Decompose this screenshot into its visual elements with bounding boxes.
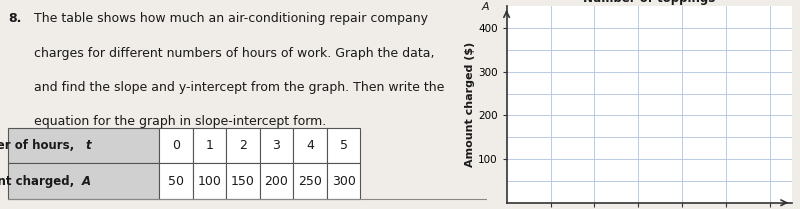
Bar [327, 128, 361, 163]
Text: 3: 3 [273, 139, 281, 152]
Text: A: A [482, 2, 489, 12]
Bar [294, 128, 327, 163]
Text: 100: 100 [198, 175, 222, 188]
Text: 250: 250 [298, 175, 322, 188]
Text: 200: 200 [265, 175, 289, 188]
Y-axis label: Amount charged ($): Amount charged ($) [465, 42, 475, 167]
Text: 2: 2 [239, 139, 247, 152]
Text: and find the slope and y-intercept from the graph. Then write the: and find the slope and y-intercept from … [34, 81, 445, 94]
Text: equation for the graph in slope-intercept form.: equation for the graph in slope-intercep… [34, 115, 326, 128]
Text: 5: 5 [340, 139, 348, 152]
Text: 8.: 8. [8, 12, 22, 25]
Bar [159, 128, 193, 163]
Text: 150: 150 [231, 175, 255, 188]
Text: t: t [85, 139, 90, 152]
Text: A: A [82, 175, 90, 188]
Text: 50: 50 [168, 175, 184, 188]
Bar [294, 163, 327, 199]
Title: Number of toppings: Number of toppings [583, 0, 715, 5]
Text: 4: 4 [306, 139, 314, 152]
Bar [226, 128, 260, 163]
Bar [159, 163, 193, 199]
Text: charges for different numbers of hours of work. Graph the data,: charges for different numbers of hours o… [34, 47, 435, 60]
Text: The table shows how much an air-conditioning repair company: The table shows how much an air-conditio… [34, 12, 428, 25]
Text: Amount charged,: Amount charged, [0, 175, 78, 188]
Bar [260, 128, 294, 163]
Text: 0: 0 [172, 139, 180, 152]
Bar [193, 163, 226, 199]
Bar [8, 128, 159, 163]
Bar [8, 163, 159, 199]
Bar [260, 163, 294, 199]
Text: 300: 300 [332, 175, 355, 188]
Text: 1: 1 [206, 139, 214, 152]
Bar [327, 163, 361, 199]
Text: Number of hours,: Number of hours, [0, 139, 78, 152]
Bar [193, 128, 226, 163]
Bar [226, 163, 260, 199]
